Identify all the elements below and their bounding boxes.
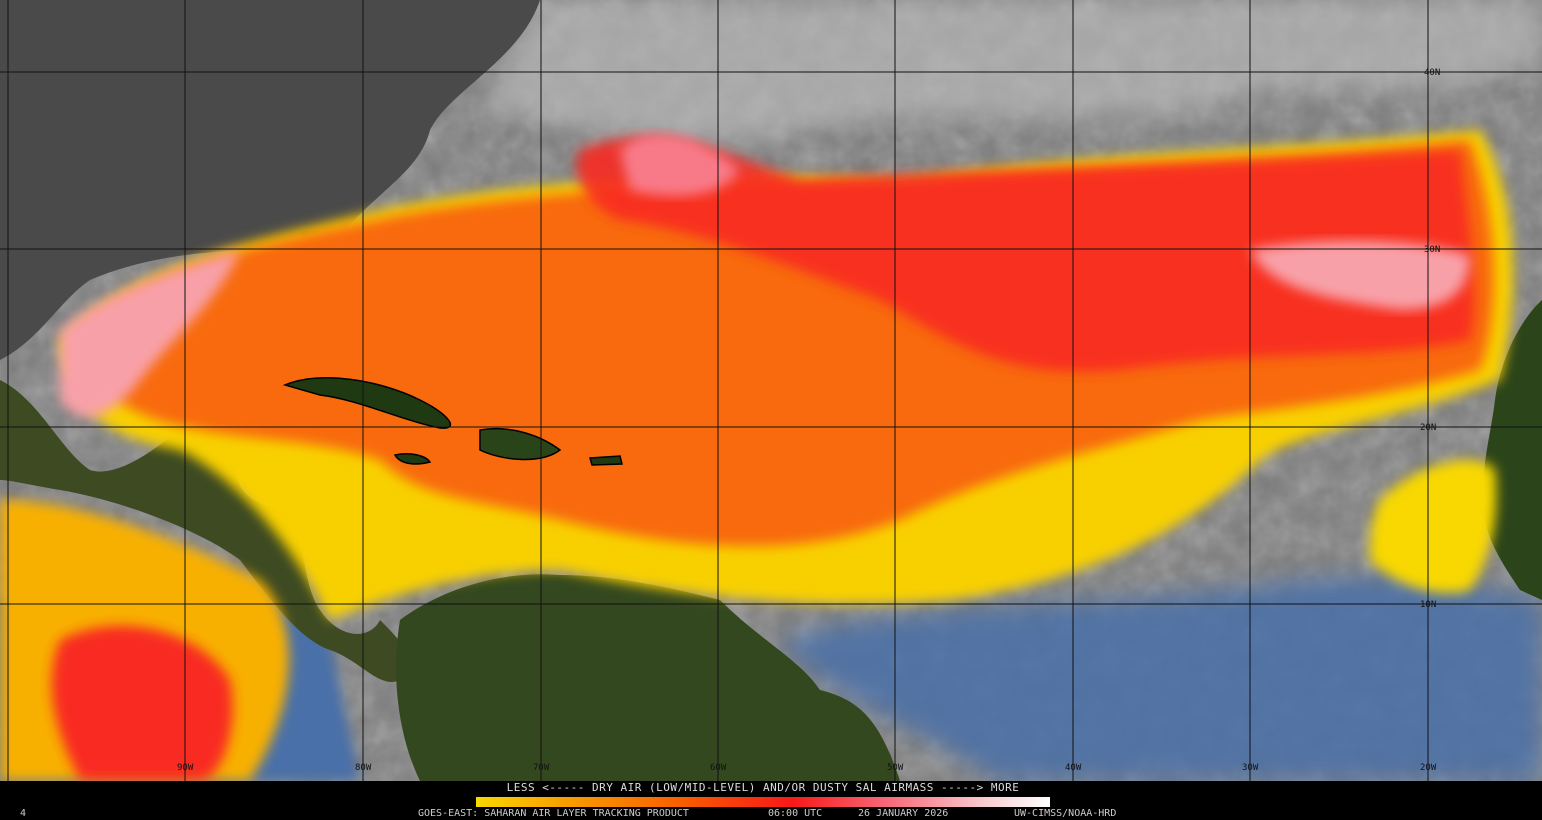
satellite-map: 90W 80W 70W 60W 50W 40W 30W 20W 40N 30N … — [0, 0, 1542, 781]
lon-label-90w: 90W — [177, 763, 194, 773]
island-hispaniola — [479, 427, 562, 461]
corner-mark: 4 — [20, 808, 27, 819]
clear-ocean-east — [780, 577, 1542, 781]
island-puerto-rico — [589, 455, 623, 466]
lon-label-60w: 60W — [710, 763, 727, 773]
sal-plume-pink-east — [1250, 240, 1470, 310]
credit: UW-CIMSS/NOAA-HRD — [1014, 808, 1117, 819]
latitude-labels: 40N 30N 20N 10N — [1420, 68, 1440, 610]
observation-time: 06:00 UTC — [768, 808, 823, 819]
lat-label-20n: 20N — [1420, 423, 1436, 433]
northern-clouds — [480, 0, 1542, 143]
graticule — [0, 0, 1542, 781]
legend-title-text: LESS <----- DRY AIR (LOW/MID-LEVEL) AND/… — [506, 781, 1020, 794]
land-central-america — [0, 380, 409, 683]
lon-label-30w: 30W — [1242, 763, 1259, 773]
footer: 4 GOES-EAST: SAHARAN AIR LAYER TRACKING … — [0, 808, 1542, 820]
land-north-america — [0, 0, 540, 360]
sal-pacific-red — [51, 625, 233, 781]
sal-plume-pink-gulf — [60, 250, 240, 418]
lon-label-40w: 40W — [1065, 763, 1082, 773]
lat-label-30n: 30N — [1424, 245, 1440, 255]
lon-label-20w: 20W — [1420, 763, 1437, 773]
sal-plume-pink-north — [620, 133, 740, 196]
lat-label-10n: 10N — [1420, 600, 1436, 610]
lon-label-80w: 80W — [355, 763, 372, 773]
island-jamaica — [393, 453, 432, 465]
sal-dust-africa — [1370, 460, 1497, 593]
lon-label-70w: 70W — [533, 763, 550, 773]
land-africa — [1483, 300, 1542, 600]
legend-title: LESS <----- DRY AIR (LOW/MID-LEVEL) AND/… — [0, 781, 1542, 794]
lon-label-50w: 50W — [887, 763, 904, 773]
longitude-labels: 90W 80W 70W 60W 50W 40W 30W 20W — [177, 763, 1437, 773]
sal-colorbar — [476, 797, 1050, 807]
observation-date: 26 JANUARY 2026 — [858, 808, 949, 819]
land-south-america — [396, 574, 900, 781]
lat-label-40n: 40N — [1424, 68, 1440, 78]
product-name: GOES-EAST: SAHARAN AIR LAYER TRACKING PR… — [418, 808, 689, 819]
island-cuba — [282, 377, 452, 429]
